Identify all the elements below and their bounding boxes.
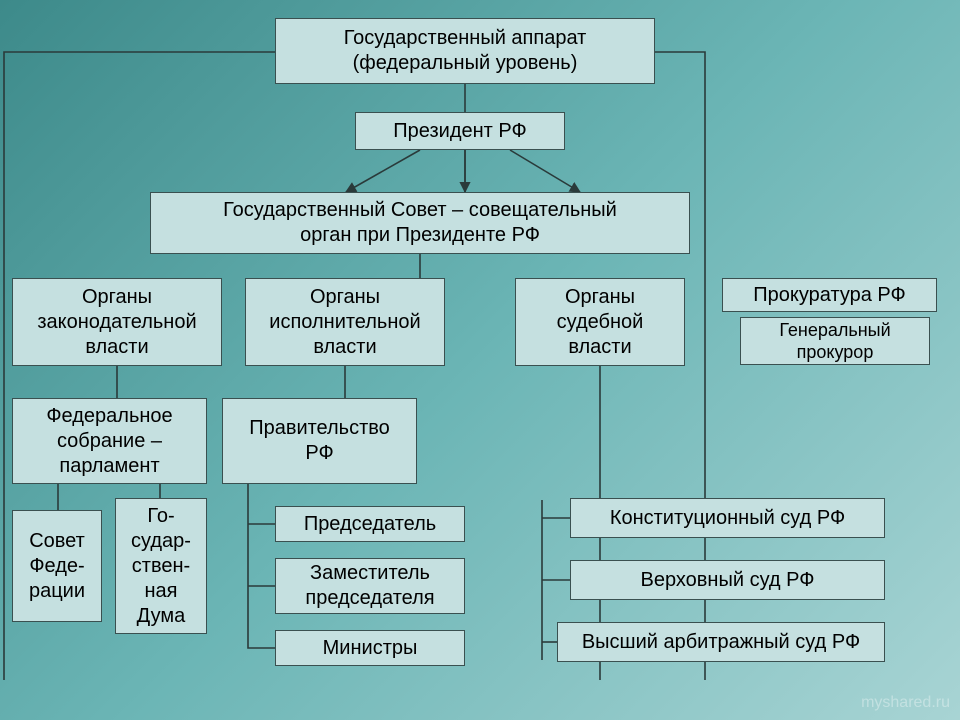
node-gov: Правительство РФ: [222, 398, 417, 484]
node-label: Го- судар- ствен- ная Дума: [131, 504, 191, 629]
node-label: Генеральный прокурор: [779, 319, 890, 364]
node-label: Государственный Совет – совещательный ор…: [223, 198, 617, 248]
node-label: Заместитель председателя: [305, 561, 434, 611]
node-minist: Министры: [275, 630, 465, 666]
node-root: Государственный аппарат (федеральный уро…: [275, 18, 655, 84]
node-sovfed: Совет Феде- рации: [12, 510, 102, 622]
node-label: Органы исполнительной власти: [269, 285, 420, 360]
node-pred: Председатель: [275, 506, 465, 542]
node-konst: Конституционный суд РФ: [570, 498, 885, 538]
node-genpro: Генеральный прокурор: [740, 317, 930, 365]
node-arbit: Высший арбитражный суд РФ: [557, 622, 885, 662]
watermark: myshared.ru: [861, 694, 950, 712]
node-label: Органы судебной власти: [557, 285, 644, 360]
node-label: Органы законодательной власти: [37, 285, 196, 360]
node-label: Министры: [323, 636, 418, 661]
node-fedsobr: Федеральное собрание – парламент: [12, 398, 207, 484]
node-label: Конституционный суд РФ: [610, 506, 845, 531]
node-label: Верховный суд РФ: [641, 568, 815, 593]
node-label: Правительство РФ: [249, 416, 390, 466]
node-label: Высший арбитражный суд РФ: [582, 630, 860, 655]
node-verh: Верховный суд РФ: [570, 560, 885, 600]
node-label: Федеральное собрание – парламент: [46, 404, 172, 479]
node-president: Президент РФ: [355, 112, 565, 150]
node-procur: Прокуратура РФ: [722, 278, 937, 312]
node-council: Государственный Совет – совещательный ор…: [150, 192, 690, 254]
node-label: Председатель: [304, 512, 436, 537]
node-legis: Органы законодательной власти: [12, 278, 222, 366]
node-judic: Органы судебной власти: [515, 278, 685, 366]
node-label: Президент РФ: [393, 119, 526, 144]
node-label: Прокуратура РФ: [753, 283, 905, 308]
node-label: Совет Феде- рации: [29, 529, 85, 604]
node-label: Государственный аппарат (федеральный уро…: [344, 26, 587, 76]
node-zam: Заместитель председателя: [275, 558, 465, 614]
node-duma: Го- судар- ствен- ная Дума: [115, 498, 207, 634]
node-exec: Органы исполнительной власти: [245, 278, 445, 366]
